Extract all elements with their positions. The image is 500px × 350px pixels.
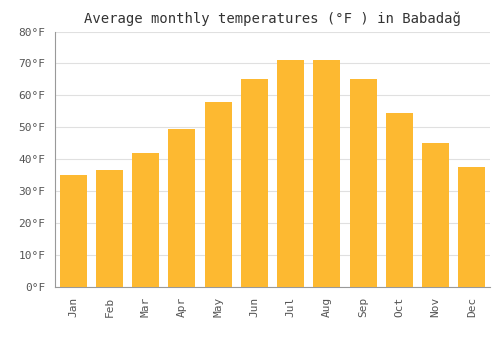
Bar <box>204 102 232 287</box>
Bar <box>96 170 123 287</box>
Bar <box>350 79 376 287</box>
Bar <box>422 143 449 287</box>
Bar <box>241 79 268 287</box>
Bar <box>314 60 340 287</box>
Bar <box>60 175 86 287</box>
Bar <box>132 153 159 287</box>
Bar <box>386 113 413 287</box>
Bar <box>458 167 485 287</box>
Title: Average monthly temperatures (°F ) in Babadağ: Average monthly temperatures (°F ) in Ba… <box>84 12 461 26</box>
Bar <box>168 129 196 287</box>
Bar <box>277 60 304 287</box>
